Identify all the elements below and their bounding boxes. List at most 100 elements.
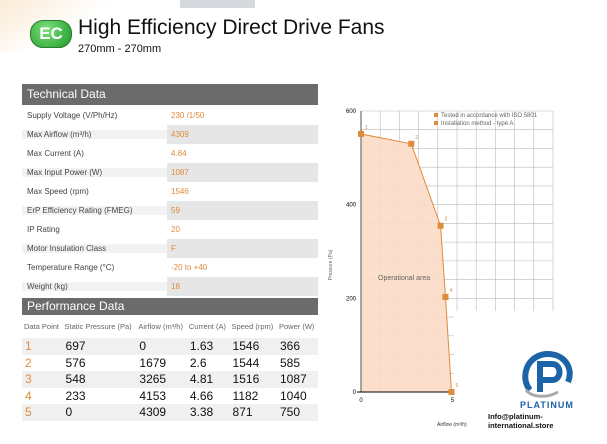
table-cell: 1040 — [280, 388, 307, 403]
ec-logo: EC — [30, 20, 72, 48]
column-header: Static Pressure (Pa) — [64, 321, 132, 331]
table-cell: 0 — [62, 404, 137, 421]
data-point-label: 5 — [456, 383, 459, 389]
table-cell: 5 — [22, 404, 63, 421]
technical-label: ErP Efficiency Rating (FMEG) — [22, 206, 167, 215]
technical-value: 20 — [171, 225, 180, 234]
table-cell: 4.66 — [189, 388, 214, 403]
y-axis-label: Pressure (Pa) — [328, 249, 334, 280]
column-header: Airflow (m³/h) — [138, 321, 183, 331]
table-row: 5 0 4309 3.38 871 750 — [22, 404, 318, 421]
technical-row: IP Rating 20 — [22, 220, 318, 239]
data-point — [358, 130, 364, 137]
performance-data-table: Data Point Static Pressure (Pa) Airflow (m… — [22, 316, 318, 421]
table-cell: 1.63 — [186, 338, 230, 355]
data-point-label: 1 — [365, 125, 368, 131]
platinum-logo-icon — [522, 351, 573, 398]
technical-label: Max Current (A) — [27, 149, 84, 158]
table-cell: 4309 — [136, 404, 187, 421]
technical-row: Supply Voltage (V/Ph/Hz) 230 /1/50 — [22, 106, 318, 125]
data-point-label: 3 — [445, 217, 448, 223]
technical-row: Weight (kg) 18 — [22, 277, 318, 296]
technical-value: F — [167, 239, 318, 258]
operational-area — [361, 133, 452, 392]
table-row: 4 233 4153 4.66 1182 1040 — [22, 388, 318, 405]
table-cell: 1516 — [229, 371, 277, 388]
legend-entry: Installation method - type A — [441, 121, 513, 127]
x-tick-label: 5 — [451, 398, 455, 404]
x-tick-label: 0 — [359, 398, 363, 404]
table-cell: 3.38 — [186, 404, 230, 421]
table-row: 2 576 1679 2.6 1544 585 — [22, 355, 318, 372]
table-cell: 3265 — [136, 371, 187, 388]
legend-marker — [434, 121, 438, 125]
table-cell: 1546 — [229, 338, 277, 355]
page-title: High Efficiency Direct Drive Fans — [78, 16, 385, 39]
data-point — [408, 140, 415, 147]
column-header: Data Point — [24, 321, 60, 331]
brand-email[interactable]: Info@platinum-international.store — [488, 412, 554, 430]
table-cell: 548 — [62, 371, 137, 388]
technical-value: 1087 — [167, 163, 318, 182]
column-header: Current (A) — [188, 321, 226, 331]
technical-data-table: Supply Voltage (V/Ph/Hz) 230 /1/50 Max Air… — [22, 106, 318, 296]
technical-row: Motor Insulation Class F — [22, 239, 318, 258]
legend-marker — [434, 113, 438, 117]
table-cell: 1544 — [232, 355, 260, 370]
data-point — [442, 293, 449, 300]
table-cell: 871 — [229, 404, 277, 421]
technical-value: 230 /1/50 — [171, 111, 205, 120]
technical-label: IP Rating — [27, 225, 60, 234]
table-cell: 1679 — [139, 355, 167, 370]
technical-row: Max Input Power (W) 1087 — [22, 163, 318, 182]
y-tick-label: 200 — [346, 296, 357, 302]
column-header: Speed (rpm) — [231, 321, 274, 331]
performance-data-heading: Performance Data — [22, 298, 318, 315]
technical-value: 59 — [167, 201, 318, 220]
table-cell: 576 — [65, 355, 86, 370]
table-cell: 2 — [25, 355, 32, 370]
table-cell: 585 — [280, 355, 301, 370]
data-point-label: 2 — [415, 135, 418, 141]
y-tick-label: 600 — [346, 109, 357, 115]
table-cell: 1087 — [277, 371, 318, 388]
data-point — [448, 389, 455, 395]
technical-value: 18 — [167, 277, 318, 296]
technical-label: Max Input Power (W) — [22, 168, 167, 177]
technical-row: Max Speed (rpm) 1546 — [22, 182, 318, 201]
technical-row: Temperature Range (°C) -20 to +40 — [22, 258, 318, 277]
table-cell: 750 — [277, 404, 318, 421]
table-cell: 366 — [277, 338, 318, 355]
table-row: 3 548 3265 4.81 1516 1087 — [22, 371, 318, 388]
technical-row: ErP Efficiency Rating (FMEG) 59 — [22, 201, 318, 220]
column-header: Power (W) — [279, 321, 315, 331]
table-cell: 2.6 — [189, 355, 207, 370]
table-cell: 0 — [136, 338, 187, 355]
technical-data-heading: Technical Data — [22, 84, 318, 105]
table-cell: 233 — [65, 388, 86, 403]
x-axis-label: Airflow (m³/h) — [437, 422, 467, 428]
technical-label: Max Airflow (m³/h) — [22, 130, 167, 139]
area-label: Operational area — [378, 275, 430, 282]
technical-value: -20 to +40 — [171, 263, 208, 272]
technical-value: 1546 — [171, 187, 189, 196]
table-cell: 3 — [22, 371, 63, 388]
technical-label: Supply Voltage (V/Ph/Hz) — [27, 111, 118, 120]
y-tick-label: 400 — [346, 203, 357, 209]
technical-label: Max Speed (rpm) — [27, 187, 89, 196]
technical-value: 4309 — [167, 125, 318, 144]
page-subtitle: 270mm - 270mm — [78, 43, 162, 55]
table-cell: 4153 — [139, 388, 167, 403]
technical-value: 4.84 — [171, 149, 187, 158]
technical-label: Temperature Range (°C) — [27, 263, 115, 272]
table-cell: 4 — [25, 388, 32, 403]
table-row: 1 697 0 1.63 1546 366 — [22, 338, 318, 355]
data-point — [437, 222, 444, 229]
table-cell: 697 — [62, 338, 137, 355]
technical-row: Max Airflow (m³/h) 4309 — [22, 125, 318, 144]
brand-name: PLATINUM — [520, 400, 574, 410]
legend-entry: Tested in accordance with ISO 5801 — [441, 113, 538, 119]
technical-label: Weight (kg) — [22, 282, 167, 291]
header-decoration-bar — [180, 0, 255, 8]
table-cell: 1 — [22, 338, 63, 355]
